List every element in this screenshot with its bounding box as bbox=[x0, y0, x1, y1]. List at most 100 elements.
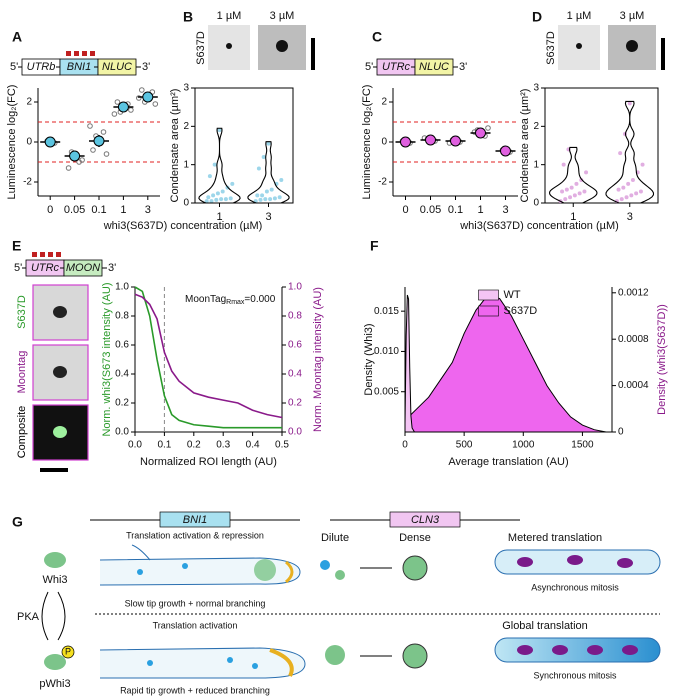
point bbox=[627, 101, 632, 106]
legend-swatch bbox=[478, 305, 499, 317]
binding-site bbox=[82, 51, 87, 56]
panel-letter: E bbox=[12, 238, 21, 254]
annotation-text: MoonTag bbox=[185, 294, 226, 305]
y-tick-label: 0.015 bbox=[374, 306, 399, 317]
construct-end: 3' bbox=[142, 61, 150, 73]
y-tick-label: 0.0004 bbox=[618, 380, 649, 391]
nucleus bbox=[517, 557, 533, 567]
point bbox=[114, 99, 121, 105]
construct-label: MOON bbox=[66, 262, 100, 274]
mean-point bbox=[69, 150, 81, 162]
point bbox=[272, 196, 277, 201]
construct-end: 5' bbox=[14, 262, 22, 274]
y-tick-label: 0.8 bbox=[115, 311, 129, 322]
axis-label: S637D bbox=[545, 31, 557, 65]
x-axis-label: whi3(S637D) concentration (µM) bbox=[103, 220, 263, 232]
y-tick-label: 0.6 bbox=[288, 340, 302, 351]
scale-bar bbox=[661, 38, 665, 70]
y-tick-label: 0 bbox=[26, 137, 32, 148]
label: Global translation bbox=[502, 620, 588, 632]
point bbox=[616, 187, 621, 192]
label: pWhi3 bbox=[39, 678, 70, 690]
point bbox=[279, 178, 284, 182]
mean-point bbox=[425, 134, 436, 146]
mean-point bbox=[44, 136, 56, 148]
y-tick-label: 3 bbox=[183, 83, 189, 94]
axis-label: Luminescence log₂(FC) bbox=[361, 85, 373, 200]
violin bbox=[247, 141, 290, 204]
label: Translation activation & repression bbox=[126, 530, 264, 540]
nucleus bbox=[622, 645, 638, 655]
y-tick-label: 0 bbox=[183, 198, 189, 209]
x-tick-label: 0.4 bbox=[246, 440, 260, 451]
axis-label: Norm. whi3(S673 intensity (AU) bbox=[101, 282, 113, 436]
x-tick-label: 0 bbox=[402, 204, 408, 216]
legend-label: WT bbox=[504, 289, 521, 301]
condensate-spot bbox=[53, 306, 67, 318]
point bbox=[256, 166, 261, 171]
axis-label: Condensate area (µm²) bbox=[169, 89, 181, 203]
y-tick-label: 0.0 bbox=[115, 427, 129, 438]
label: Dense bbox=[399, 532, 431, 544]
header: CLN3 bbox=[411, 514, 440, 526]
tube bbox=[494, 637, 661, 663]
ribosome bbox=[182, 563, 188, 569]
mean-point bbox=[117, 101, 129, 113]
binding-site bbox=[32, 252, 37, 257]
x-tick-label: 0.2 bbox=[187, 440, 201, 451]
x-tick-label: 0.1 bbox=[448, 204, 463, 216]
construct-label: UTRb bbox=[27, 61, 56, 73]
point bbox=[100, 129, 107, 135]
x-tick-label: 0.1 bbox=[91, 204, 106, 216]
label: P bbox=[65, 646, 71, 656]
point bbox=[217, 128, 222, 133]
point bbox=[206, 195, 211, 200]
x-tick-label: 3 bbox=[265, 211, 271, 223]
axis-label: Density (whi3(S637D)) bbox=[656, 304, 668, 415]
y-tick-label: 1 bbox=[183, 159, 189, 170]
y-tick-label: 1.0 bbox=[115, 282, 129, 293]
point bbox=[485, 125, 491, 131]
mean-point bbox=[142, 91, 154, 103]
condensate bbox=[402, 643, 428, 669]
panel-letter: C bbox=[372, 29, 382, 45]
violin bbox=[548, 146, 598, 204]
x-tick-label: 1 bbox=[477, 204, 483, 216]
point bbox=[563, 197, 568, 202]
y-tick-label: 2 bbox=[533, 121, 539, 132]
branch bbox=[131, 544, 151, 561]
point bbox=[136, 95, 142, 101]
whi3-icon bbox=[335, 570, 345, 580]
point bbox=[220, 189, 225, 194]
point bbox=[568, 195, 573, 200]
axis-label: Density (Whi3) bbox=[363, 323, 375, 395]
axis-label: S637D bbox=[195, 31, 207, 65]
construct-end: 5' bbox=[10, 61, 18, 73]
point bbox=[209, 199, 214, 204]
header-box bbox=[159, 511, 231, 528]
x-tick-label: 0.3 bbox=[216, 440, 230, 451]
point bbox=[584, 170, 589, 175]
x-axis-label: Average translation (AU) bbox=[448, 456, 568, 468]
x-tick-label: 3 bbox=[627, 211, 633, 223]
point bbox=[618, 151, 623, 156]
x-tick-label: 1 bbox=[570, 211, 576, 223]
x-tick-label: 0.1 bbox=[157, 440, 171, 451]
condensate bbox=[254, 559, 276, 581]
point bbox=[211, 193, 216, 198]
mean-point bbox=[450, 135, 461, 147]
point bbox=[569, 185, 574, 190]
construct-end: 5' bbox=[365, 61, 373, 73]
y-tick-label: 0.010 bbox=[374, 346, 399, 357]
tip bbox=[269, 648, 294, 677]
scale-bar bbox=[40, 468, 68, 472]
image-label: 1 µM bbox=[217, 10, 242, 22]
point bbox=[579, 178, 584, 182]
condensate-spot bbox=[53, 366, 67, 378]
condensate-spot bbox=[276, 40, 288, 52]
x-tick-label: 0 bbox=[47, 204, 53, 216]
point bbox=[128, 107, 134, 113]
legend-swatch bbox=[478, 289, 499, 301]
y-tick-label: 2 bbox=[183, 121, 189, 132]
point bbox=[561, 162, 566, 167]
